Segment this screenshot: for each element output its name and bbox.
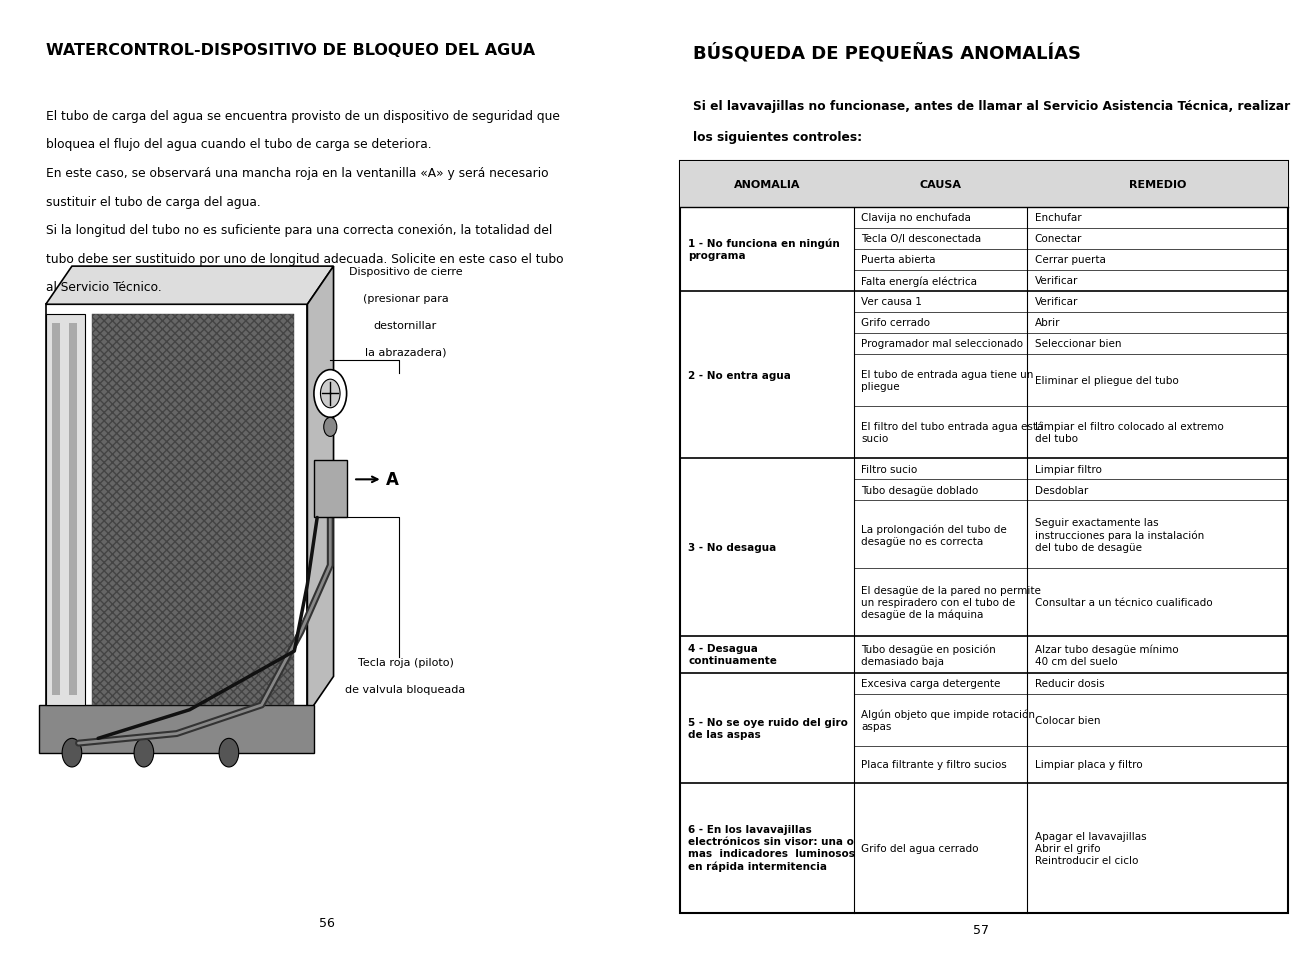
Bar <box>314 461 347 518</box>
Circle shape <box>314 370 347 417</box>
Text: (presionar para: (presionar para <box>362 294 449 303</box>
Text: Desdoblar: Desdoblar <box>1035 485 1088 496</box>
Bar <box>680 162 1288 913</box>
Text: Ver causa 1: Ver causa 1 <box>862 297 922 307</box>
Bar <box>92 314 294 705</box>
Text: En este caso, se observará una mancha roja en la ventanilla «A» y será necesario: En este caso, se observará una mancha ro… <box>46 167 548 180</box>
Text: sustituir el tubo de carga del agua.: sustituir el tubo de carga del agua. <box>46 195 260 209</box>
Bar <box>39 705 314 753</box>
Text: Abrir: Abrir <box>1035 318 1061 328</box>
Text: Conectar: Conectar <box>1035 234 1082 244</box>
Text: REMEDIO: REMEDIO <box>1129 180 1186 190</box>
Text: destornillar: destornillar <box>374 320 437 330</box>
Text: tubo debe ser sustituido por uno de longitud adecuada. Solicite en este caso el : tubo debe ser sustituido por uno de long… <box>46 253 564 266</box>
Text: Tubo desagüe en posición
demasiado baja: Tubo desagüe en posición demasiado baja <box>862 643 997 666</box>
Bar <box>69 324 76 696</box>
Text: Consultar a un técnico cualificado: Consultar a un técnico cualificado <box>1035 598 1213 607</box>
Circle shape <box>220 739 239 767</box>
Text: Tubo desagüe doblado: Tubo desagüe doblado <box>862 485 978 496</box>
Text: ANOMALIA: ANOMALIA <box>734 180 800 190</box>
Text: 6 - En los lavavajillas
electrónicos sin visor: una o
mas  indicadores  luminoso: 6 - En los lavavajillas electrónicos sin… <box>688 824 855 871</box>
Bar <box>1027 162 1288 208</box>
Text: Reducir dosis: Reducir dosis <box>1035 679 1104 688</box>
Text: 56: 56 <box>319 916 335 929</box>
Text: Alzar tubo desagüe mínimo
40 cm del suelo: Alzar tubo desagüe mínimo 40 cm del suel… <box>1035 643 1179 666</box>
Text: Placa filtrante y filtro sucios: Placa filtrante y filtro sucios <box>862 760 1007 769</box>
Text: El filtro del tubo entrada agua está
sucio: El filtro del tubo entrada agua está suc… <box>862 421 1044 444</box>
Polygon shape <box>46 267 334 305</box>
Circle shape <box>323 417 337 436</box>
Text: 3 - No desagua: 3 - No desagua <box>688 542 776 553</box>
Circle shape <box>63 739 82 767</box>
Text: Programador mal seleccionado: Programador mal seleccionado <box>862 339 1023 349</box>
Bar <box>680 162 854 208</box>
Text: Enchufar: Enchufar <box>1035 213 1082 223</box>
Text: Seleccionar bien: Seleccionar bien <box>1035 339 1121 349</box>
Circle shape <box>133 739 154 767</box>
Text: La prolongación del tubo de
desagüe no es correcta: La prolongación del tubo de desagüe no e… <box>862 523 1007 546</box>
Text: la abrazadera): la abrazadera) <box>365 347 446 356</box>
Polygon shape <box>307 267 334 715</box>
Bar <box>854 162 1027 208</box>
Bar <box>46 314 85 705</box>
Text: Si el lavavajillas no funcionase, antes de llamar al Servicio Asistencia Técnica: Si el lavavajillas no funcionase, antes … <box>693 100 1291 113</box>
Text: Algún objeto que impide rotación
aspas: Algún objeto que impide rotación aspas <box>862 709 1036 731</box>
Text: Verificar: Verificar <box>1035 297 1078 307</box>
Text: 5 - No se oye ruido del giro
de las aspas: 5 - No se oye ruido del giro de las aspa… <box>688 717 848 739</box>
Text: 4 - Desagua
continuamente: 4 - Desagua continuamente <box>688 643 777 666</box>
Text: al Servicio Técnico.: al Servicio Técnico. <box>46 281 161 294</box>
Text: Apagar el lavavajillas
Abrir el grifo
Reintroducir el ciclo: Apagar el lavavajillas Abrir el grifo Re… <box>1035 831 1146 864</box>
Bar <box>52 324 60 696</box>
Circle shape <box>320 380 340 408</box>
Text: Puerta abierta: Puerta abierta <box>862 255 935 265</box>
Text: El tubo de carga del agua se encuentra provisto de un dispositivo de seguridad q: El tubo de carga del agua se encuentra p… <box>46 110 560 123</box>
Text: Limpiar filtro: Limpiar filtro <box>1035 464 1101 475</box>
Text: de valvula bloqueada: de valvula bloqueada <box>345 684 466 694</box>
Text: El tubo de entrada agua tiene un
pliegue: El tubo de entrada agua tiene un pliegue <box>862 370 1033 392</box>
Text: BÚSQUEDA DE PEQUEÑAS ANOMALÍAS: BÚSQUEDA DE PEQUEÑAS ANOMALÍAS <box>693 43 1082 62</box>
Text: Dispositivo de cierre: Dispositivo de cierre <box>349 267 462 276</box>
Text: Si la longitud del tubo no es suficiente para una correcta conexión, la totalida: Si la longitud del tubo no es suficiente… <box>46 224 552 237</box>
Text: Verificar: Verificar <box>1035 276 1078 286</box>
Text: Grifo del agua cerrado: Grifo del agua cerrado <box>862 842 978 853</box>
Text: Tecla O/I desconectada: Tecla O/I desconectada <box>862 234 981 244</box>
Text: Falta energía eléctrica: Falta energía eléctrica <box>862 275 977 286</box>
Text: Eliminar el pliegue del tubo: Eliminar el pliegue del tubo <box>1035 375 1179 386</box>
Text: los siguientes controles:: los siguientes controles: <box>693 131 862 144</box>
Text: WATERCONTROL-DISPOSITIVO DE BLOQUEO DEL AGUA: WATERCONTROL-DISPOSITIVO DE BLOQUEO DEL … <box>46 43 535 58</box>
Text: Excesiva carga detergente: Excesiva carga detergente <box>862 679 1001 688</box>
Text: Cerrar puerta: Cerrar puerta <box>1035 255 1105 265</box>
Text: Colocar bien: Colocar bien <box>1035 715 1100 725</box>
Bar <box>46 305 307 715</box>
Text: 1 - No funciona en ningún
programa: 1 - No funciona en ningún programa <box>688 238 840 261</box>
Text: A: A <box>386 471 399 489</box>
Text: Grifo cerrado: Grifo cerrado <box>862 318 930 328</box>
Text: El desagüe de la pared no permite
un respiradero con el tubo de
desagüe de la má: El desagüe de la pared no permite un res… <box>862 585 1041 619</box>
Text: CAUSA: CAUSA <box>920 180 961 190</box>
Text: Filtro sucio: Filtro sucio <box>862 464 918 475</box>
Text: Seguir exactamente las
instrucciones para la instalación
del tubo de desagüe: Seguir exactamente las instrucciones par… <box>1035 517 1203 552</box>
Text: Tecla roja (piloto): Tecla roja (piloto) <box>357 658 454 667</box>
Text: Clavija no enchufada: Clavija no enchufada <box>862 213 972 223</box>
Text: bloquea el flujo del agua cuando el tubo de carga se deteriora.: bloquea el flujo del agua cuando el tubo… <box>46 138 432 152</box>
Text: 57: 57 <box>973 923 989 936</box>
Text: Limpiar placa y filtro: Limpiar placa y filtro <box>1035 760 1142 769</box>
Text: 2 - No entra agua: 2 - No entra agua <box>688 371 791 380</box>
Text: Limpiar el filtro colocado al extremo
del tubo: Limpiar el filtro colocado al extremo de… <box>1035 422 1223 444</box>
